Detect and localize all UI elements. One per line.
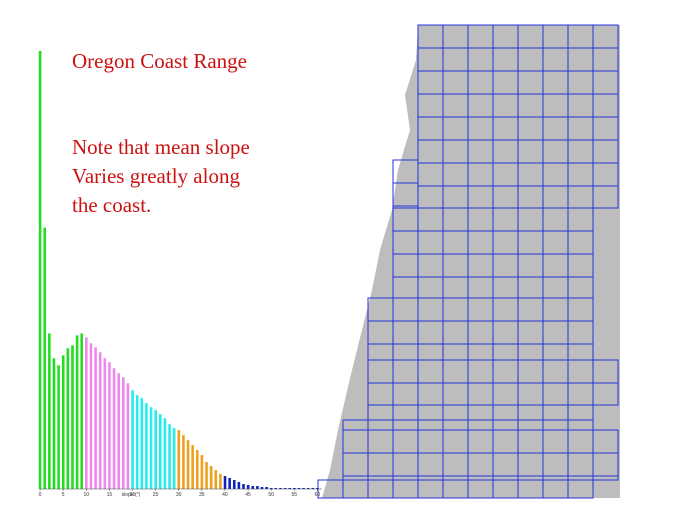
bar bbox=[269, 488, 273, 489]
bar bbox=[274, 488, 278, 489]
title: Oregon Coast Range bbox=[72, 49, 247, 73]
bar bbox=[140, 398, 144, 489]
histogram: 0 5 10 15 20 25 30 35 40 45 50 55 60 slope (°) bbox=[38, 50, 322, 498]
bar bbox=[135, 395, 139, 489]
coast-terrain bbox=[322, 25, 620, 498]
map-tile bbox=[592, 382, 619, 406]
bar bbox=[89, 343, 93, 489]
bar bbox=[149, 407, 153, 489]
x-tick-label: 0 bbox=[39, 492, 42, 498]
bar bbox=[168, 424, 171, 489]
map bbox=[317, 24, 620, 499]
note-line: Varies greatly along bbox=[72, 164, 240, 188]
bar bbox=[108, 362, 111, 489]
bar bbox=[251, 486, 255, 489]
bar bbox=[242, 484, 245, 489]
x-tick-label: 15 bbox=[107, 492, 113, 498]
bar bbox=[182, 435, 185, 489]
bar bbox=[297, 488, 301, 489]
note-line: Note that mean slope bbox=[72, 135, 250, 159]
bar bbox=[214, 470, 218, 489]
bar bbox=[260, 487, 264, 489]
bar bbox=[126, 383, 130, 489]
x-tick-label: 55 bbox=[291, 492, 297, 498]
bar bbox=[98, 352, 102, 489]
bar bbox=[246, 485, 250, 489]
map-tile bbox=[592, 185, 619, 209]
x-tick-label: 5 bbox=[62, 492, 65, 498]
bar bbox=[112, 368, 116, 489]
bar bbox=[195, 450, 199, 489]
bar bbox=[302, 488, 305, 489]
bar bbox=[66, 348, 70, 489]
bar bbox=[283, 488, 287, 489]
bar bbox=[209, 466, 213, 489]
bar bbox=[103, 358, 107, 489]
bar bbox=[85, 337, 88, 489]
bar bbox=[80, 333, 84, 489]
bar bbox=[228, 478, 231, 489]
bar bbox=[311, 488, 315, 489]
bar bbox=[158, 414, 162, 489]
bar bbox=[117, 373, 120, 489]
x-tick-label: 30 bbox=[176, 492, 182, 498]
bar bbox=[145, 403, 148, 489]
note-line: the coast. bbox=[72, 193, 151, 217]
bar bbox=[219, 474, 222, 489]
bar bbox=[279, 488, 282, 489]
bar bbox=[316, 488, 319, 489]
bar bbox=[75, 335, 79, 489]
x-tick-label: 60 bbox=[315, 492, 321, 498]
bar bbox=[48, 333, 51, 489]
map-tile bbox=[592, 475, 619, 481]
bar bbox=[94, 347, 97, 489]
x-axis-label: slope (°) bbox=[122, 492, 141, 498]
x-tick-label: 20 bbox=[130, 492, 136, 498]
map-tile bbox=[567, 479, 594, 499]
bar bbox=[163, 418, 167, 489]
bar bbox=[61, 355, 65, 489]
bar bbox=[177, 430, 181, 489]
bar bbox=[131, 390, 134, 489]
bar bbox=[265, 487, 268, 489]
bar bbox=[205, 462, 208, 489]
bar bbox=[306, 488, 310, 489]
bar bbox=[38, 50, 42, 489]
bar bbox=[122, 377, 125, 489]
bar bbox=[200, 455, 204, 489]
bar bbox=[172, 428, 176, 489]
bar bbox=[191, 445, 194, 489]
bar bbox=[223, 476, 227, 489]
bar bbox=[256, 486, 259, 489]
bar bbox=[57, 365, 60, 489]
x-tick-label: 10 bbox=[83, 492, 89, 498]
bar bbox=[154, 410, 157, 489]
bar bbox=[237, 482, 241, 489]
bar bbox=[52, 358, 56, 489]
x-tick-label: 50 bbox=[268, 492, 274, 498]
bar bbox=[71, 345, 74, 489]
x-tick-label: 25 bbox=[153, 492, 159, 498]
x-tick-label: 40 bbox=[222, 492, 228, 498]
bar bbox=[288, 488, 292, 489]
bar bbox=[293, 488, 296, 489]
bar bbox=[43, 227, 47, 489]
bar bbox=[186, 440, 190, 489]
x-tick-label: 35 bbox=[199, 492, 205, 498]
x-tick-label: 45 bbox=[245, 492, 251, 498]
bar bbox=[232, 480, 236, 489]
